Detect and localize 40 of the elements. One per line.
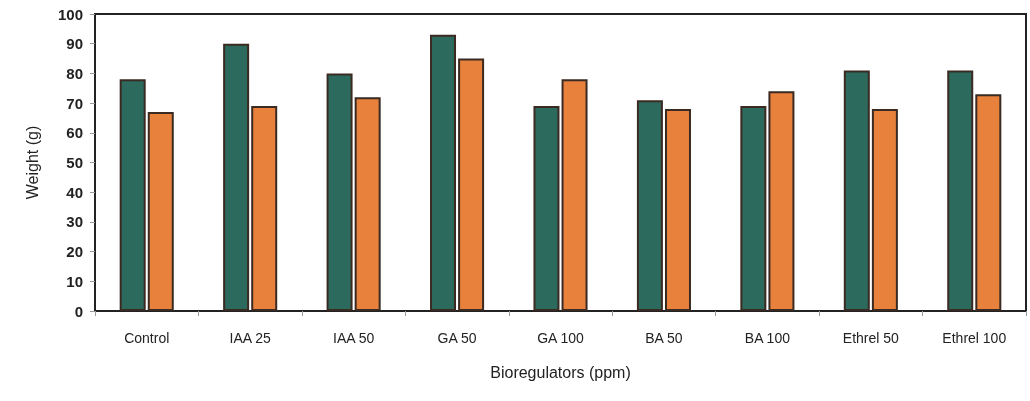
bar [561, 79, 588, 311]
y-tick-label: 30 [66, 213, 83, 231]
x-tick-label: IAA 25 [229, 330, 271, 346]
bar [843, 70, 870, 311]
bar [430, 34, 457, 311]
x-tick-label: IAA 50 [332, 330, 375, 346]
y-tick-label: 80 [66, 64, 83, 82]
y-tick-label: 0 [74, 302, 83, 320]
x-tick-label: Ethrel 50 [842, 330, 900, 346]
y-tick-label: 70 [66, 94, 83, 112]
x-axis-title: Bioregulators (ppm) [490, 363, 631, 381]
x-tick-label: Control [124, 330, 170, 346]
bar [975, 94, 1002, 311]
bar [533, 106, 560, 311]
y-tick-label: 20 [66, 243, 83, 261]
y-tick-label: 50 [66, 154, 83, 171]
bar [740, 106, 767, 311]
x-tick-label: BA 50 [645, 330, 683, 346]
x-tick-label: GA 100 [537, 330, 585, 346]
bar [326, 73, 353, 311]
y-tick-label: 90 [66, 35, 83, 53]
bar [147, 112, 174, 311]
bar [354, 97, 381, 311]
y-tick-label: 10 [66, 272, 83, 290]
x-tick-label: Ethrel 100 [942, 330, 1007, 346]
y-tick-label: 40 [66, 183, 83, 201]
bar [251, 106, 278, 311]
bar [223, 43, 250, 311]
bar [871, 109, 898, 311]
x-tick-label: BA 100 [744, 330, 791, 346]
y-tick-label: 60 [66, 124, 83, 142]
y-tick-label: 100 [57, 5, 83, 23]
bar [664, 109, 691, 311]
y-axis-title: Weight (g) [23, 125, 41, 200]
bar [119, 79, 146, 311]
bar [458, 58, 485, 311]
bar [768, 91, 795, 311]
bar [636, 100, 663, 311]
x-tick-label: GA 50 [437, 330, 477, 346]
bar [947, 70, 974, 311]
